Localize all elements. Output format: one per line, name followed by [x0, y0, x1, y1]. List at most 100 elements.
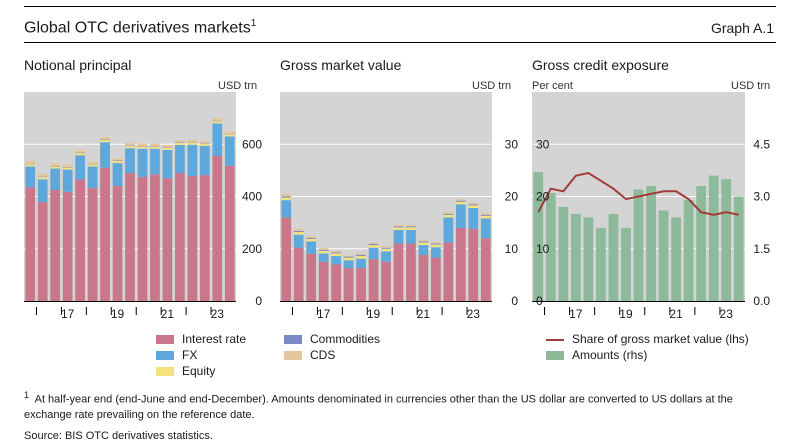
- bar-segment: [224, 165, 235, 301]
- bar-segment: [455, 201, 466, 205]
- bar-segment: [443, 214, 454, 218]
- bar-segment: [75, 153, 85, 156]
- bar-segment: [125, 148, 135, 173]
- bar-segment: [87, 161, 98, 164]
- bar-segment: [150, 174, 160, 301]
- bar-segment: [100, 140, 110, 143]
- bar-segment: [356, 258, 366, 269]
- x-tick-label: 17: [317, 307, 331, 321]
- bar-segment: [224, 131, 235, 134]
- y-right-tick-label: 4.5: [753, 137, 770, 151]
- amount-bar: [733, 196, 744, 301]
- bar-segment: [137, 146, 148, 147]
- bar-segment: [381, 261, 391, 301]
- graph-header: Global OTC derivatives markets1 Graph A.…: [24, 14, 776, 42]
- bar-segment: [468, 202, 479, 205]
- bar-segment: [87, 166, 98, 189]
- bar-segment: [100, 139, 110, 141]
- bar-segment: [212, 121, 223, 124]
- bar-segment: [25, 160, 36, 164]
- bar-segment: [137, 176, 148, 301]
- panel-1-title: Notional principal: [24, 57, 132, 73]
- bar-segment: [62, 164, 73, 167]
- x-tick-label: 21: [417, 307, 431, 321]
- bar-segment: [443, 217, 454, 243]
- bar-segment: [293, 234, 304, 248]
- y-right-tick-label: 1.5: [753, 242, 770, 256]
- amount-bar: [658, 210, 669, 301]
- bar-segment: [480, 213, 491, 215]
- legend-equity: Equity: [156, 364, 215, 378]
- bar-segment: [418, 255, 429, 301]
- graph-number: Graph A.1: [710, 20, 774, 36]
- bar-segment: [150, 146, 160, 149]
- y-tick-label: 600: [242, 137, 262, 151]
- bar-segment: [431, 257, 441, 301]
- bar-segment: [368, 244, 379, 246]
- bar-segment: [293, 228, 304, 231]
- legend-amounts: Amounts (rhs): [546, 348, 647, 362]
- bar-segment: [443, 213, 454, 215]
- bar-segment: [100, 167, 110, 301]
- x-tick-label: 23: [720, 307, 734, 321]
- bar-segment: [468, 204, 479, 206]
- bar-segment: [224, 134, 235, 137]
- bar-segment: [368, 247, 379, 260]
- y-right-tick-label: 3.0: [753, 190, 770, 204]
- bar-segment: [343, 260, 354, 269]
- bar-segment: [125, 145, 135, 147]
- x-tick-label: 21: [669, 307, 683, 321]
- bar-segment: [162, 147, 173, 150]
- bar-segment: [112, 186, 123, 301]
- bar-segment: [281, 197, 292, 201]
- bar-segment: [25, 164, 36, 167]
- bar-segment: [331, 253, 341, 257]
- bar-segment: [431, 247, 441, 258]
- header-rule: [24, 42, 776, 43]
- bar-segment: [343, 257, 354, 261]
- bar-segment: [381, 247, 391, 249]
- bar-segment: [393, 227, 404, 230]
- footnote: 1 At half-year end (end-June and end-Dec…: [24, 388, 776, 423]
- bar-segment: [62, 167, 73, 170]
- bar-segment: [455, 200, 466, 202]
- bar-segment: [480, 238, 491, 301]
- bar-segment: [112, 163, 123, 187]
- bar-segment: [62, 191, 73, 301]
- bar-segment: [187, 142, 198, 145]
- y-tick-label: 0: [511, 294, 518, 308]
- bar-segment: [431, 241, 441, 244]
- bar-segment: [175, 142, 185, 143]
- footnote-marker: 1: [24, 390, 30, 400]
- amount-bar: [608, 213, 619, 301]
- bar-segment: [406, 229, 416, 244]
- bar-segment: [431, 244, 441, 248]
- bar-segment: [162, 145, 173, 148]
- bar-segment: [318, 250, 329, 254]
- bar-segment: [480, 215, 491, 219]
- bar-segment: [293, 230, 304, 233]
- fx-swatch: [156, 351, 174, 361]
- bar-segment: [293, 247, 304, 301]
- bar-segment: [50, 189, 61, 301]
- panel-3-title: Gross credit exposure: [532, 57, 669, 73]
- top-rule: [24, 6, 776, 7]
- panel-3-unit-right: USD trn: [731, 80, 771, 92]
- bar-segment: [331, 264, 341, 301]
- bar-segment: [406, 224, 416, 227]
- bar-segment: [87, 188, 98, 301]
- bar-segment: [468, 207, 479, 229]
- bar-segment: [281, 200, 292, 218]
- y-tick-label: 200: [242, 242, 262, 256]
- bar-segment: [125, 146, 135, 149]
- bar-segment: [306, 236, 317, 238]
- y-tick-label: 0: [255, 294, 262, 308]
- bar-segment: [455, 227, 466, 301]
- bar-segment: [443, 242, 454, 301]
- bar-segment: [306, 241, 317, 254]
- bar-segment: [381, 248, 391, 252]
- bar-segment: [431, 243, 441, 245]
- bar-segment: [224, 133, 235, 135]
- bar-segment: [212, 118, 223, 121]
